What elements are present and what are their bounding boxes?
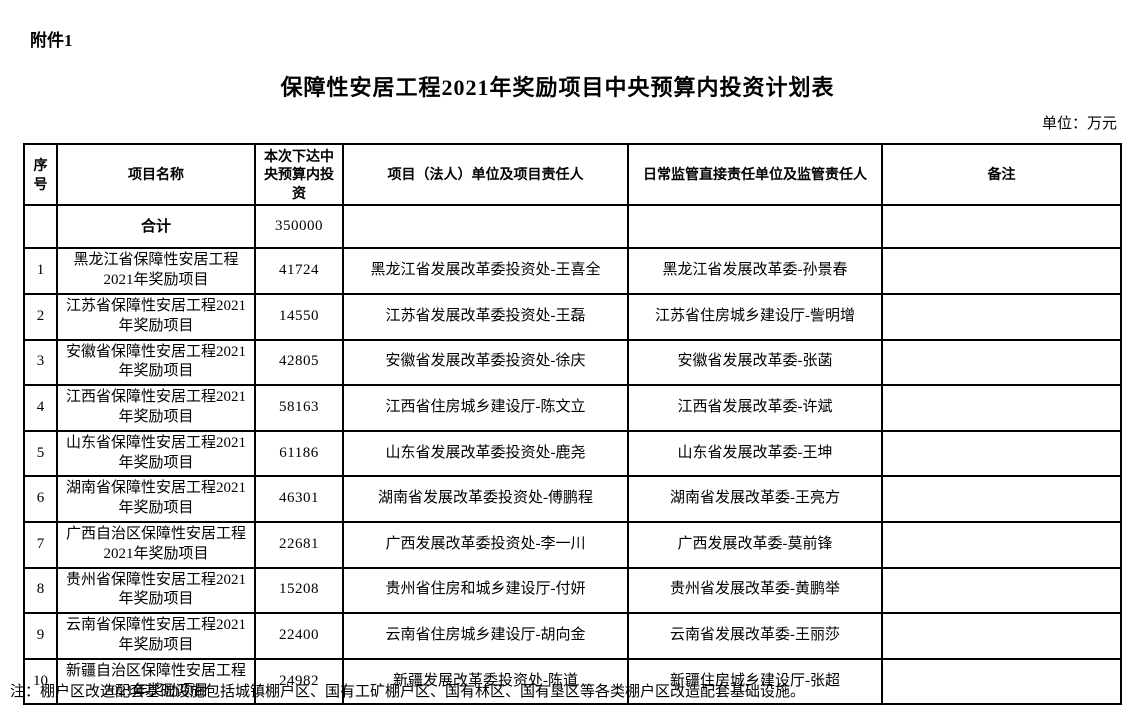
cell-project-unit: 新疆发展改革委投资处-陈道 [342, 657, 629, 706]
cell-supervision-unit: 贵州省发展改革委-黄鹏举 [627, 566, 883, 615]
cell-serial-number: 1 [23, 247, 58, 295]
cell-serial-number: 4 [23, 384, 58, 432]
cell-project-name: 贵州省保障性安居工程2021年奖励项目 [56, 566, 256, 615]
attachment-label: 附件1 [30, 31, 73, 50]
cell-project-name: 江西省保障性安居工程2021年奖励项目 [56, 384, 256, 432]
header-project-unit-responsible: 项目（法人）单位及项目责任人 [342, 142, 629, 207]
total-investment-cell: 350000 [254, 204, 344, 250]
cell-project-name: 云南省保障性安居工程2021年奖励项目 [56, 612, 256, 660]
cell-project-name: 安徽省保障性安居工程2021年奖励项目 [56, 338, 256, 387]
cell-remark [881, 657, 1122, 706]
total-remark-cell [881, 204, 1122, 250]
cell-project-unit: 贵州省住房和城乡建设厅-付妍 [342, 566, 629, 615]
cell-investment: 14550 [254, 293, 344, 341]
header-central-budget-investment: 本次下达中央预算内投资 [254, 142, 344, 207]
table-row: 7 广西自治区保障性安居工程2021年奖励项目 22681 广西发展改革委投资处… [23, 520, 1122, 569]
table-row: 10 新疆自治区保障性安居工程2021年奖励项目 24982 新疆发展改革委投资… [23, 657, 1122, 706]
cell-serial-number: 9 [23, 612, 58, 660]
cell-investment: 61186 [254, 429, 344, 478]
total-label-cell: 合计 [56, 204, 256, 250]
cell-project-name: 江苏省保障性安居工程2021年奖励项目 [56, 293, 256, 341]
header-remarks: 备注 [881, 142, 1122, 207]
table-row: 2 江苏省保障性安居工程2021年奖励项目 14550 江苏省发展改革委投资处-… [23, 293, 1122, 341]
cell-remark [881, 247, 1122, 295]
cell-supervision-unit: 江苏省住房城乡建设厅-訾明增 [627, 293, 883, 341]
cell-investment: 46301 [254, 475, 344, 523]
table-row: 4 江西省保障性安居工程2021年奖励项目 58163 江西省住房城乡建设厅-陈… [23, 384, 1122, 432]
cell-supervision-unit: 黑龙江省发展改革委-孙景春 [627, 247, 883, 295]
total-row: 合计 350000 [23, 204, 1122, 250]
cell-project-unit: 江西省住房城乡建设厅-陈文立 [342, 384, 629, 432]
cell-project-name: 湖南省保障性安居工程2021年奖励项目 [56, 475, 256, 523]
cell-investment: 58163 [254, 384, 344, 432]
cell-project-unit: 安徽省发展改革委投资处-徐庆 [342, 338, 629, 387]
cell-investment: 41724 [254, 247, 344, 295]
cell-investment: 22681 [254, 520, 344, 569]
cell-remark [881, 293, 1122, 341]
cell-project-unit: 广西发展改革委投资处-李一川 [342, 520, 629, 569]
cell-remark [881, 612, 1122, 660]
cell-serial-number: 7 [23, 520, 58, 569]
cell-serial-number: 2 [23, 293, 58, 341]
cell-supervision-unit: 湖南省发展改革委-王亮方 [627, 475, 883, 523]
cell-investment: 15208 [254, 566, 344, 615]
cell-project-name: 广西自治区保障性安居工程2021年奖励项目 [56, 520, 256, 569]
cell-serial-number: 5 [23, 429, 58, 478]
cell-project-name: 黑龙江省保障性安居工程2021年奖励项目 [56, 247, 256, 295]
cell-remark [881, 520, 1122, 569]
cell-investment: 24982 [254, 657, 344, 706]
cell-project-unit: 江苏省发展改革委投资处-王磊 [342, 293, 629, 341]
cell-remark [881, 429, 1122, 478]
cell-remark [881, 384, 1122, 432]
page-title: 保障性安居工程2021年奖励项目中央预算内投资计划表 [280, 75, 835, 100]
footnote: 注：棚户区改造配套基础设施包括城镇棚户区、国有工矿棚户区、国有林区、国有垦区等各… [10, 684, 806, 700]
cell-project-unit: 黑龙江省发展改革委投资处-王喜全 [342, 247, 629, 295]
cell-remark [881, 566, 1122, 615]
cell-serial-number: 8 [23, 566, 58, 615]
table-row: 8 贵州省保障性安居工程2021年奖励项目 15208 贵州省住房和城乡建设厅-… [23, 566, 1122, 615]
table-row: 1 黑龙江省保障性安居工程2021年奖励项目 41724 黑龙江省发展改革委投资… [23, 247, 1122, 295]
cell-supervision-unit: 山东省发展改革委-王坤 [627, 429, 883, 478]
cell-supervision-unit: 广西发展改革委-莫前锋 [627, 520, 883, 569]
total-project-unit-cell [342, 204, 629, 250]
cell-supervision-unit: 安徽省发展改革委-张菡 [627, 338, 883, 387]
table-row: 6 湖南省保障性安居工程2021年奖励项目 46301 湖南省发展改革委投资处-… [23, 475, 1122, 523]
header-supervision-unit-responsible: 日常监管直接责任单位及监管责任人 [627, 142, 883, 207]
table-row: 3 安徽省保障性安居工程2021年奖励项目 42805 安徽省发展改革委投资处-… [23, 338, 1122, 387]
cell-investment: 42805 [254, 338, 344, 387]
cell-project-name: 山东省保障性安居工程2021年奖励项目 [56, 429, 256, 478]
cell-supervision-unit: 新疆住房城乡建设厅-张超 [627, 657, 883, 706]
table-row: 5 山东省保障性安居工程2021年奖励项目 61186 山东省发展改革委投资处-… [23, 429, 1122, 478]
investment-plan-table: 序号 项目名称 本次下达中央预算内投资 项目（法人）单位及项目责任人 日常监管直… [23, 142, 1122, 706]
cell-supervision-unit: 江西省发展改革委-许斌 [627, 384, 883, 432]
unit-label: 单位：万元 [1041, 116, 1117, 132]
cell-project-unit: 云南省住房城乡建设厅-胡向金 [342, 612, 629, 660]
header-serial-number: 序号 [23, 142, 58, 207]
cell-serial-number: 3 [23, 338, 58, 387]
cell-investment: 22400 [254, 612, 344, 660]
table-row: 9 云南省保障性安居工程2021年奖励项目 22400 云南省住房城乡建设厅-胡… [23, 612, 1122, 660]
cell-remark [881, 475, 1122, 523]
cell-serial-number: 10 [23, 657, 58, 706]
total-serial-cell [23, 204, 58, 250]
total-supervision-cell [627, 204, 883, 250]
header-project-name: 项目名称 [56, 142, 256, 207]
cell-supervision-unit: 云南省发展改革委-王丽莎 [627, 612, 883, 660]
table-header-row: 序号 项目名称 本次下达中央预算内投资 项目（法人）单位及项目责任人 日常监管直… [23, 142, 1122, 207]
cell-project-unit: 山东省发展改革委投资处-鹿尧 [342, 429, 629, 478]
cell-remark [881, 338, 1122, 387]
cell-serial-number: 6 [23, 475, 58, 523]
cell-project-name: 新疆自治区保障性安居工程2021年奖励项目 [56, 657, 256, 706]
cell-project-unit: 湖南省发展改革委投资处-傅鹏程 [342, 475, 629, 523]
